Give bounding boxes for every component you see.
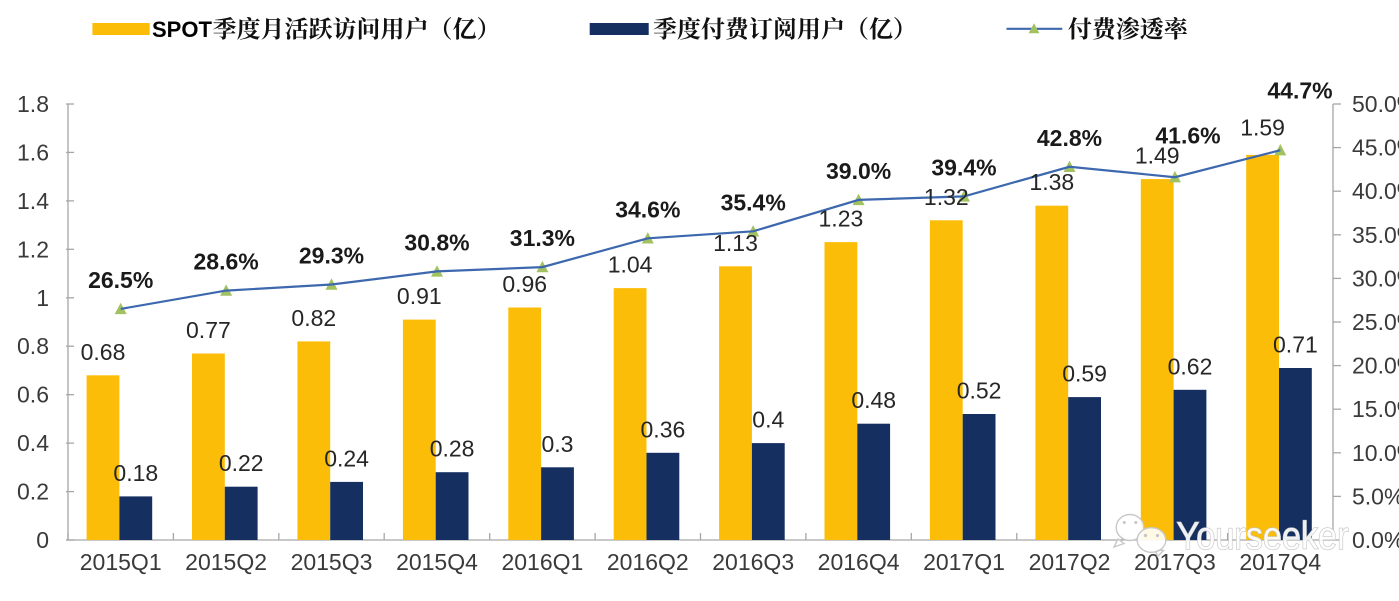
- svg-text:25.0%: 25.0%: [1352, 309, 1399, 335]
- svg-text:5.0%: 5.0%: [1352, 483, 1399, 509]
- svg-text:44.7%: 44.7%: [1267, 78, 1332, 104]
- svg-text:26.5%: 26.5%: [88, 267, 153, 293]
- svg-text:Yourseeker: Yourseeker: [1177, 515, 1349, 558]
- svg-text:10.0%: 10.0%: [1352, 440, 1399, 466]
- svg-text:2017Q3: 2017Q3: [1134, 549, 1216, 575]
- svg-text:0.22: 0.22: [219, 450, 264, 476]
- svg-text:1.59: 1.59: [1240, 114, 1285, 140]
- svg-text:1.32: 1.32: [924, 184, 969, 210]
- svg-text:2016Q3: 2016Q3: [712, 549, 794, 575]
- svg-text:45.0%: 45.0%: [1352, 135, 1399, 161]
- svg-text:0.18: 0.18: [113, 460, 158, 486]
- svg-text:0.96: 0.96: [502, 271, 547, 297]
- svg-text:1.8: 1.8: [17, 91, 49, 117]
- svg-text:0.4: 0.4: [17, 430, 49, 456]
- svg-text:35.4%: 35.4%: [721, 189, 786, 215]
- svg-text:0.24: 0.24: [324, 445, 369, 471]
- svg-text:1: 1: [36, 285, 49, 311]
- svg-text:30.0%: 30.0%: [1352, 265, 1399, 291]
- svg-text:0.6: 0.6: [17, 382, 49, 408]
- svg-text:31.3%: 31.3%: [510, 225, 575, 251]
- svg-text:2016Q1: 2016Q1: [501, 549, 583, 575]
- svg-text:0.28: 0.28: [430, 436, 475, 462]
- svg-text:0.3: 0.3: [542, 431, 574, 457]
- svg-text:0.52: 0.52: [957, 378, 1002, 404]
- svg-text:1.13: 1.13: [713, 230, 758, 256]
- svg-text:1.6: 1.6: [17, 139, 49, 165]
- svg-text:39.4%: 39.4%: [931, 154, 996, 180]
- svg-text:15.0%: 15.0%: [1352, 396, 1399, 422]
- svg-text:0.82: 0.82: [291, 305, 336, 331]
- svg-text:20.0%: 20.0%: [1352, 353, 1399, 379]
- svg-text:2017Q1: 2017Q1: [923, 549, 1005, 575]
- svg-text:1.2: 1.2: [17, 236, 49, 262]
- svg-text:0.2: 0.2: [17, 479, 49, 505]
- svg-text:0.0%: 0.0%: [1352, 527, 1399, 553]
- svg-text:0.59: 0.59: [1062, 361, 1107, 387]
- svg-text:2017Q2: 2017Q2: [1029, 549, 1111, 575]
- svg-text:2016Q4: 2016Q4: [818, 549, 900, 575]
- svg-text:0.36: 0.36: [641, 416, 686, 442]
- svg-text:0.68: 0.68: [81, 339, 126, 365]
- svg-text:35.0%: 35.0%: [1352, 222, 1399, 248]
- svg-text:29.3%: 29.3%: [299, 243, 364, 269]
- svg-text:1.23: 1.23: [819, 206, 864, 232]
- svg-text:0.48: 0.48: [851, 387, 896, 413]
- svg-text:0: 0: [36, 527, 49, 553]
- svg-text:0.8: 0.8: [17, 333, 49, 359]
- svg-text:50.0%: 50.0%: [1352, 91, 1399, 117]
- svg-text:1.4: 1.4: [17, 188, 49, 214]
- svg-text:2016Q2: 2016Q2: [607, 549, 689, 575]
- svg-text:0.4: 0.4: [752, 407, 784, 433]
- svg-text:30.8%: 30.8%: [404, 229, 469, 255]
- svg-text:1.38: 1.38: [1029, 169, 1074, 195]
- svg-text:0.62: 0.62: [1168, 353, 1213, 379]
- svg-text:0.71: 0.71: [1273, 332, 1318, 358]
- svg-text:2015Q3: 2015Q3: [291, 549, 373, 575]
- svg-text:2015Q2: 2015Q2: [185, 549, 267, 575]
- svg-text:1.49: 1.49: [1135, 143, 1180, 169]
- svg-text:2017Q4: 2017Q4: [1239, 549, 1321, 575]
- svg-text:34.6%: 34.6%: [615, 196, 680, 222]
- svg-text:0.77: 0.77: [186, 317, 231, 343]
- svg-text:40.0%: 40.0%: [1352, 178, 1399, 204]
- svg-text:0.91: 0.91: [397, 283, 442, 309]
- svg-text:SPOT: SPOT: [152, 17, 212, 42]
- svg-text:28.6%: 28.6%: [193, 249, 258, 275]
- svg-text:1.04: 1.04: [608, 252, 653, 278]
- svg-text:39.0%: 39.0%: [826, 158, 891, 184]
- svg-text:2015Q4: 2015Q4: [396, 549, 478, 575]
- svg-text:41.6%: 41.6%: [1155, 123, 1220, 149]
- svg-text:2015Q1: 2015Q1: [80, 549, 162, 575]
- svg-text:42.8%: 42.8%: [1037, 125, 1102, 151]
